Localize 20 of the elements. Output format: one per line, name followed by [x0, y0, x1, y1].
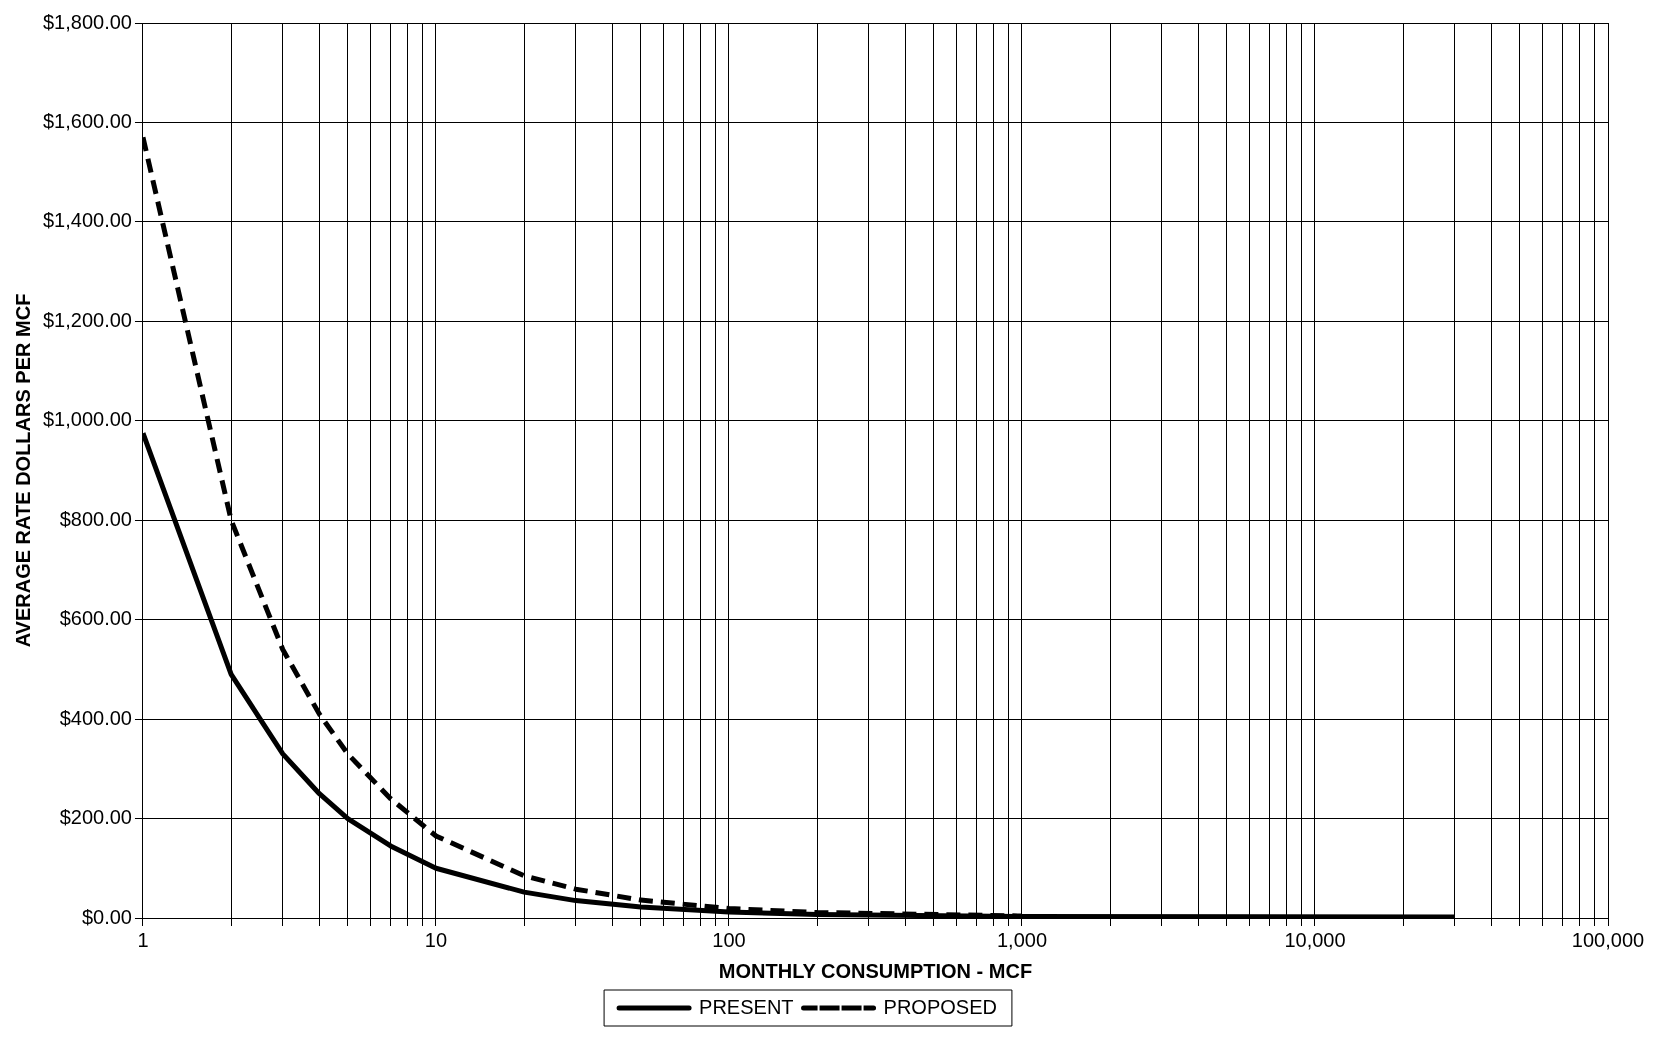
x-axis-title: MONTHLY CONSUMPTION - MCF: [718, 959, 1033, 982]
y-tick-label: $1,600.00: [42, 109, 132, 132]
y-tick-label: $800.00: [59, 507, 132, 530]
y-tick-label: $1,800.00: [42, 10, 132, 33]
y-tick-label: $1,000.00: [42, 408, 132, 431]
y-tick-label: $1,200.00: [42, 308, 132, 331]
x-tick-label: 100: [712, 928, 746, 951]
y-tick-label: $0.00: [81, 905, 132, 928]
y-tick-label: $600.00: [59, 607, 132, 630]
x-tick-label: 10: [424, 928, 448, 951]
x-tick-label: 10,000: [1284, 928, 1346, 951]
y-tick-label: $400.00: [59, 706, 132, 729]
y-tick-label: $200.00: [59, 806, 132, 829]
y-tick-label: $1,400.00: [42, 209, 132, 232]
x-tick-label: 100,000: [1571, 928, 1645, 951]
y-axis-title: AVERAGE RATE DOLLARS PER MCF: [11, 293, 34, 648]
x-tick-label: 1,000: [996, 928, 1048, 951]
legend-label: PRESENT: [699, 995, 794, 1018]
legend-label: PROPOSED: [883, 995, 997, 1018]
x-tick-label: 1: [137, 928, 149, 951]
